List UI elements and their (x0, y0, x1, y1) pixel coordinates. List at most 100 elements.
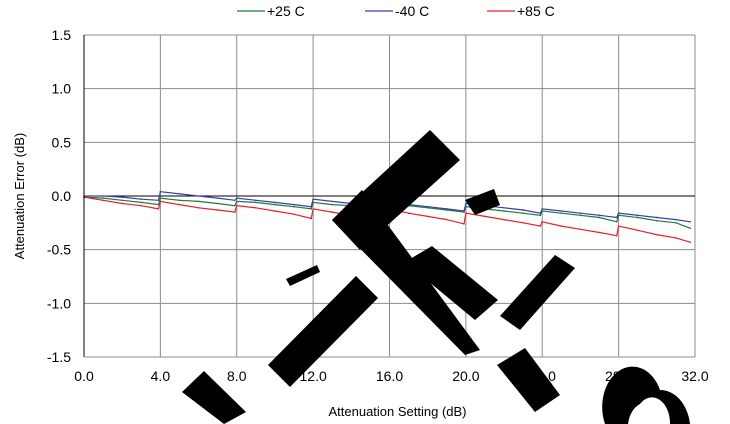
data-point (216, 209, 219, 211)
y-tick-label: 1.5 (52, 27, 72, 43)
legend-label: +25 C (267, 3, 305, 19)
data-point (560, 225, 563, 227)
data-point (178, 203, 181, 206)
data-point (522, 222, 524, 224)
data-point (234, 199, 236, 202)
data-point (274, 203, 276, 206)
data-point (293, 213, 295, 216)
data-point (598, 214, 601, 217)
data-point (140, 201, 143, 204)
data-point (463, 223, 465, 225)
legend-label: -40 C (395, 3, 429, 19)
data-point (675, 237, 677, 239)
data-point (157, 203, 160, 206)
legend-label: +85 C (517, 3, 555, 19)
data-point (407, 212, 410, 214)
watermark-stroke (332, 190, 480, 355)
data-point (560, 210, 563, 212)
data-point (689, 220, 692, 223)
data-point (197, 200, 200, 203)
data-point (234, 204, 236, 207)
data-point (689, 227, 692, 229)
data-point (121, 202, 123, 205)
data-point (615, 234, 618, 237)
data-point (293, 203, 295, 206)
data-point (159, 197, 162, 199)
data-point (522, 209, 524, 211)
watermark-stroke (500, 255, 575, 330)
data-point (445, 208, 448, 210)
data-point (197, 207, 200, 209)
data-point (689, 241, 692, 243)
data-point (255, 199, 257, 202)
data-point (293, 205, 295, 208)
data-point (656, 233, 658, 236)
data-point (615, 216, 618, 219)
x-tick-label: 32.0 (681, 368, 708, 384)
data-point (503, 210, 505, 212)
data-point (636, 229, 639, 232)
watermark-stroke (405, 246, 498, 320)
y-axis-title: Attenuation Error (dB) (12, 133, 27, 259)
data-point (615, 220, 618, 223)
data-point (235, 197, 238, 199)
data-point (465, 212, 467, 214)
data-point (331, 211, 334, 213)
data-point (539, 214, 542, 217)
data-point (235, 204, 238, 207)
y-tick-label: 0.5 (52, 134, 72, 150)
data-point (522, 212, 524, 214)
watermark-stroke (286, 265, 320, 286)
data-point (503, 207, 505, 209)
data-point (465, 202, 467, 205)
x-tick-label: 16.0 (376, 368, 403, 384)
data-point (121, 199, 123, 202)
data-point (157, 208, 160, 210)
watermark (182, 130, 690, 424)
watermark-stroke (465, 189, 500, 215)
data-point (656, 219, 658, 222)
data-point (102, 197, 104, 199)
data-point (310, 208, 313, 210)
x-tick-label: 20.0 (452, 368, 479, 384)
x-axis-title: Attenuation Setting (dB) (328, 404, 466, 419)
y-tick-label: -1.0 (47, 295, 71, 311)
data-point (560, 212, 563, 214)
data-point (426, 215, 429, 218)
y-tick-label: -1.5 (47, 349, 71, 365)
data-point (310, 205, 313, 208)
data-point (102, 199, 104, 202)
data-point (312, 198, 314, 201)
data-point (656, 216, 658, 219)
data-point (255, 207, 257, 209)
data-point (636, 214, 639, 217)
data-point (484, 215, 486, 218)
data-point (235, 200, 238, 203)
data-point (102, 195, 104, 197)
data-point (234, 211, 236, 213)
x-tick-label: 0.0 (74, 368, 94, 384)
data-point (274, 201, 276, 204)
data-point (636, 216, 639, 219)
data-point (159, 190, 162, 193)
data-point (157, 199, 160, 202)
data-point (539, 212, 542, 214)
data-point (579, 212, 582, 214)
watermark-stroke (268, 276, 378, 387)
data-point (675, 218, 677, 221)
x-tick-label: 8.0 (227, 368, 247, 384)
data-point (541, 220, 544, 223)
data-point (579, 228, 582, 231)
data-point (178, 199, 181, 202)
data-point (274, 210, 276, 212)
axes: 0.04.08.012.016.020.024.028.032.01.51.00… (12, 27, 709, 419)
watermark-stroke (602, 366, 690, 424)
data-point (503, 218, 505, 221)
data-point (579, 214, 582, 217)
data-point (197, 195, 200, 197)
data-point (675, 222, 677, 224)
data-point (216, 202, 219, 205)
y-tick-label: 0.0 (52, 188, 72, 204)
data-point (140, 204, 143, 207)
